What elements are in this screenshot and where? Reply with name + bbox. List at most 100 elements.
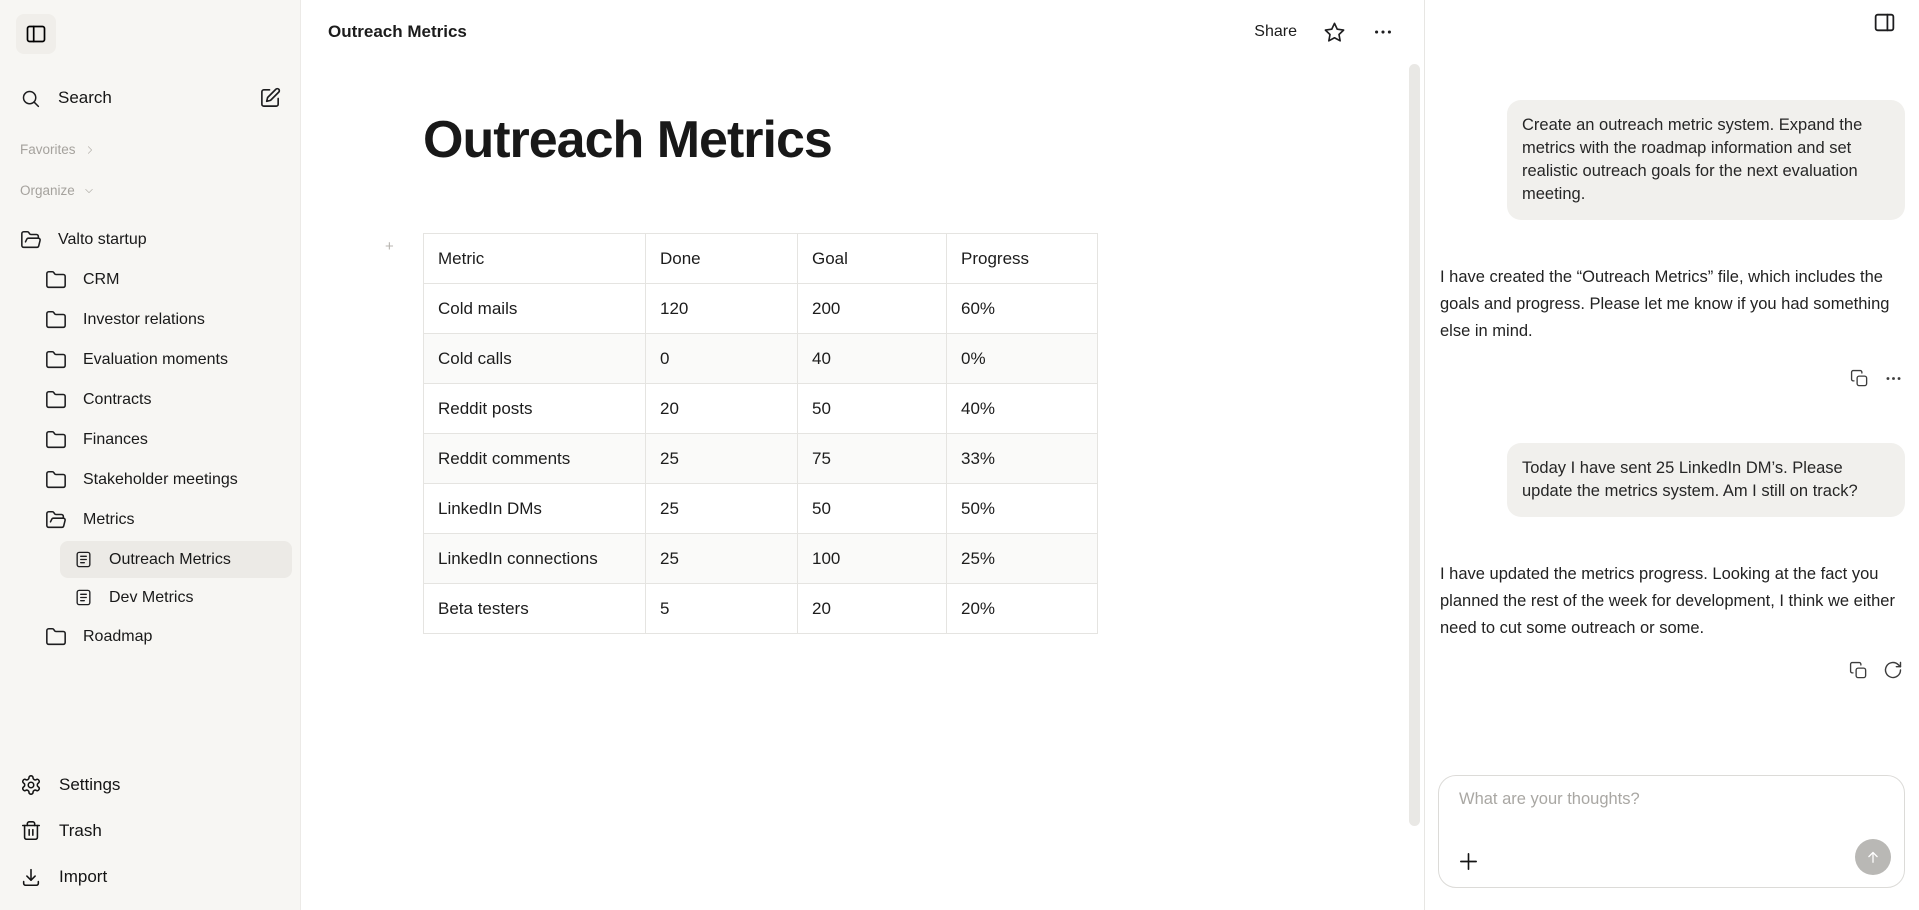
table-cell[interactable]: Cold mails — [423, 283, 646, 334]
table-cell[interactable]: 20 — [797, 583, 947, 634]
table-cell[interactable]: 25 — [645, 433, 798, 484]
table-cell[interactable]: Beta testers — [423, 583, 646, 634]
send-button[interactable] — [1855, 839, 1891, 875]
table-row: LinkedIn connections 25 100 25% — [423, 533, 1098, 584]
table-row: Cold calls 0 40 0% — [423, 333, 1098, 384]
sidebar-footer: Settings Trash Import — [0, 762, 300, 900]
sidebar-item-finances[interactable]: Finances — [0, 420, 300, 460]
table-cell[interactable]: 20% — [946, 583, 1098, 634]
settings-button[interactable]: Settings — [0, 762, 300, 808]
table-cell[interactable]: 25 — [645, 483, 798, 534]
arrow-up-icon — [1864, 848, 1882, 866]
panel-right-icon — [1872, 10, 1897, 35]
attach-button[interactable] — [1457, 850, 1480, 873]
copy-button[interactable] — [1849, 660, 1868, 680]
table-cell[interactable]: 120 — [645, 283, 798, 334]
document-icon — [74, 588, 93, 607]
table-cell[interactable]: 60% — [946, 283, 1098, 334]
assistant-text: I have created the “Outreach Metrics” fi… — [1440, 268, 1890, 340]
gear-icon — [20, 774, 42, 796]
document-title[interactable]: Outreach Metrics — [423, 111, 833, 169]
message-actions — [1440, 660, 1905, 680]
table-row: Reddit posts 20 50 40% — [423, 383, 1098, 434]
chat-bubble: Create an outreach metric system. Expand… — [1507, 100, 1905, 220]
table-cell[interactable]: 100 — [797, 533, 947, 584]
sidebar-section-organize[interactable]: Organize — [0, 183, 300, 198]
column-header[interactable]: Metric — [423, 233, 646, 284]
chat-message-user: Today I have sent 25 LinkedIn DM’s. Plea… — [1440, 443, 1905, 517]
sidebar-item-label: Dev Metrics — [109, 588, 194, 606]
regenerate-button[interactable] — [1883, 660, 1903, 680]
sidebar-item-dev-metrics[interactable]: Dev Metrics — [60, 579, 292, 616]
table-cell[interactable]: 0% — [946, 333, 1098, 384]
copy-icon — [1850, 369, 1869, 388]
table-cell[interactable]: 5 — [645, 583, 798, 634]
ellipsis-icon — [1372, 21, 1394, 43]
sidebar-item-evaluation-moments[interactable]: Evaluation moments — [0, 340, 300, 380]
table-cell[interactable]: 50 — [797, 483, 947, 534]
column-header[interactable]: Progress — [946, 233, 1098, 284]
sidebar-item-label: Contracts — [83, 391, 152, 408]
table-cell[interactable]: Cold calls — [423, 333, 646, 384]
assistant-text: I have updated the metrics progress. Loo… — [1440, 565, 1895, 637]
sidebar-item-label: Evaluation moments — [83, 351, 228, 368]
folder-tree: Valto startup CRM Investor relations Eva… — [0, 220, 300, 657]
table-cell[interactable]: 25% — [946, 533, 1098, 584]
sidebar-item-stakeholder-meetings[interactable]: Stakeholder meetings — [0, 460, 300, 500]
sidebar-toggle-button[interactable] — [16, 14, 56, 54]
sidebar-item-label: Outreach Metrics — [109, 550, 231, 568]
column-header[interactable]: Goal — [797, 233, 947, 284]
table-cell[interactable]: 33% — [946, 433, 1098, 484]
panel-right-toggle-button[interactable] — [1872, 10, 1897, 35]
chevron-right-icon — [85, 145, 95, 155]
trash-label: Trash — [59, 821, 102, 840]
main-content: Outreach Metrics Share + Outreach Metr — [301, 0, 1425, 910]
table-cell[interactable]: 0 — [645, 333, 798, 384]
assistant-panel: Create an outreach metric system. Expand… — [1425, 0, 1919, 910]
sidebar-item-contracts[interactable]: Contracts — [0, 380, 300, 420]
table-cell[interactable]: 200 — [797, 283, 947, 334]
column-header[interactable]: Done — [645, 233, 798, 284]
compose-icon — [259, 86, 282, 109]
table-cell[interactable]: 50 — [797, 383, 947, 434]
import-button[interactable]: Import — [0, 854, 300, 900]
sidebar-item-investor-relations[interactable]: Investor relations — [0, 300, 300, 340]
settings-label: Settings — [59, 775, 121, 794]
add-block-button[interactable]: + — [385, 238, 394, 255]
table-cell[interactable]: 20 — [645, 383, 798, 434]
copy-button[interactable] — [1850, 369, 1869, 388]
table-cell[interactable]: LinkedIn connections — [423, 533, 646, 584]
sidebar-item-outreach-metrics[interactable]: Outreach Metrics — [60, 541, 292, 578]
sidebar-item-label: Valto startup — [58, 231, 147, 248]
folder-icon — [45, 269, 67, 291]
search-button[interactable]: Search — [0, 80, 300, 116]
copy-icon — [1849, 661, 1868, 680]
new-document-button[interactable] — [259, 86, 282, 109]
metrics-table: Metric Done Goal Progress Cold mails 120… — [423, 233, 1098, 634]
table-cell[interactable]: Reddit comments — [423, 433, 646, 484]
sidebar-item-metrics[interactable]: Metrics — [0, 500, 300, 540]
table-cell[interactable]: 50% — [946, 483, 1098, 534]
sidebar-item-label: Stakeholder meetings — [83, 471, 238, 488]
sidebar-item-roadmap[interactable]: Roadmap — [0, 617, 300, 657]
table-cell[interactable]: Reddit posts — [423, 383, 646, 434]
share-button[interactable]: Share — [1254, 23, 1297, 40]
table-cell[interactable]: 25 — [645, 533, 798, 584]
sidebar-item-valto-startup[interactable]: Valto startup — [0, 220, 300, 260]
table-cell[interactable]: 40% — [946, 383, 1098, 434]
document-header-title: Outreach Metrics — [328, 22, 467, 41]
sidebar-item-crm[interactable]: CRM — [0, 260, 300, 300]
more-options-button[interactable] — [1372, 21, 1394, 43]
scrollbar-thumb[interactable] — [1409, 64, 1420, 826]
favorite-star-button[interactable] — [1323, 21, 1346, 44]
chat-messages: Create an outreach metric system. Expand… — [1440, 100, 1905, 680]
table-cell[interactable]: 75 — [797, 433, 947, 484]
table-cell[interactable]: 40 — [797, 333, 947, 384]
sidebar-section-favorites[interactable]: Favorites — [0, 142, 300, 157]
table-cell[interactable]: LinkedIn DMs — [423, 483, 646, 534]
sidebar: Search Favorites Organize Valto startup — [0, 0, 301, 910]
more-options-button[interactable] — [1884, 369, 1903, 388]
trash-button[interactable]: Trash — [0, 808, 300, 854]
chat-input[interactable] — [1459, 790, 1884, 836]
